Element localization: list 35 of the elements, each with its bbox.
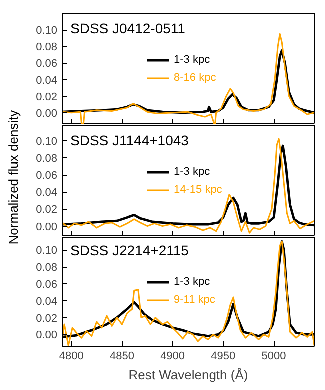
y-tick-label: 0.04 bbox=[36, 187, 58, 200]
x-tick-label: 4950 bbox=[211, 350, 236, 362]
y-tick-label: 0.06 bbox=[36, 170, 58, 182]
y-tick-label: 0.02 bbox=[36, 204, 58, 216]
y-tick-label: 0.08 bbox=[36, 152, 58, 165]
y-tick-label: 0.06 bbox=[36, 58, 58, 70]
y-tick-label: 0.02 bbox=[36, 312, 58, 325]
x-tick-label: 4900 bbox=[160, 350, 186, 362]
y-tick-label: 0.04 bbox=[36, 74, 58, 87]
y-tick-label: 0.06 bbox=[36, 278, 58, 291]
chart-title: SDSS J2214+2115 bbox=[70, 242, 190, 258]
y-tick-label: 0.10 bbox=[36, 25, 58, 38]
text: 1-3 kpc bbox=[174, 164, 210, 179]
legend-label: 1-3 kpc bbox=[174, 274, 210, 289]
y-tick-label: 0.08 bbox=[36, 262, 58, 274]
x-axis-title: Rest Wavelength (Å) bbox=[128, 368, 248, 382]
legend-label: 1-3 kpc bbox=[174, 52, 210, 67]
x-tick-label: 5000 bbox=[262, 350, 286, 362]
y-tick-label: 0.10 bbox=[36, 245, 58, 258]
text: SDSS J0412-0511 bbox=[70, 20, 186, 36]
legend-label: 9-11 kpc bbox=[174, 292, 216, 307]
x-tick-label: 4800 bbox=[59, 350, 84, 362]
legend-label: 8-16 kpc bbox=[174, 70, 216, 85]
y-tick-label: 0.10 bbox=[36, 136, 58, 148]
series-label: 14-15 kpc bbox=[174, 182, 222, 197]
y-tick-label: 0.00 bbox=[36, 330, 58, 342]
line-series bbox=[62, 33, 314, 124]
y-tick-label: 0.02 bbox=[36, 91, 58, 104]
y-axis-title: Normalized flux density bbox=[5, 109, 22, 247]
y-tick-label: 0.08 bbox=[36, 42, 58, 54]
x-tick-label: 4850 bbox=[110, 350, 134, 362]
y-tick-label: 0.00 bbox=[36, 108, 58, 120]
text: SDSS J1144+1043 bbox=[70, 132, 190, 148]
y-tick-label: 0.00 bbox=[36, 221, 58, 234]
y-tick-label: 0.04 bbox=[36, 296, 58, 308]
